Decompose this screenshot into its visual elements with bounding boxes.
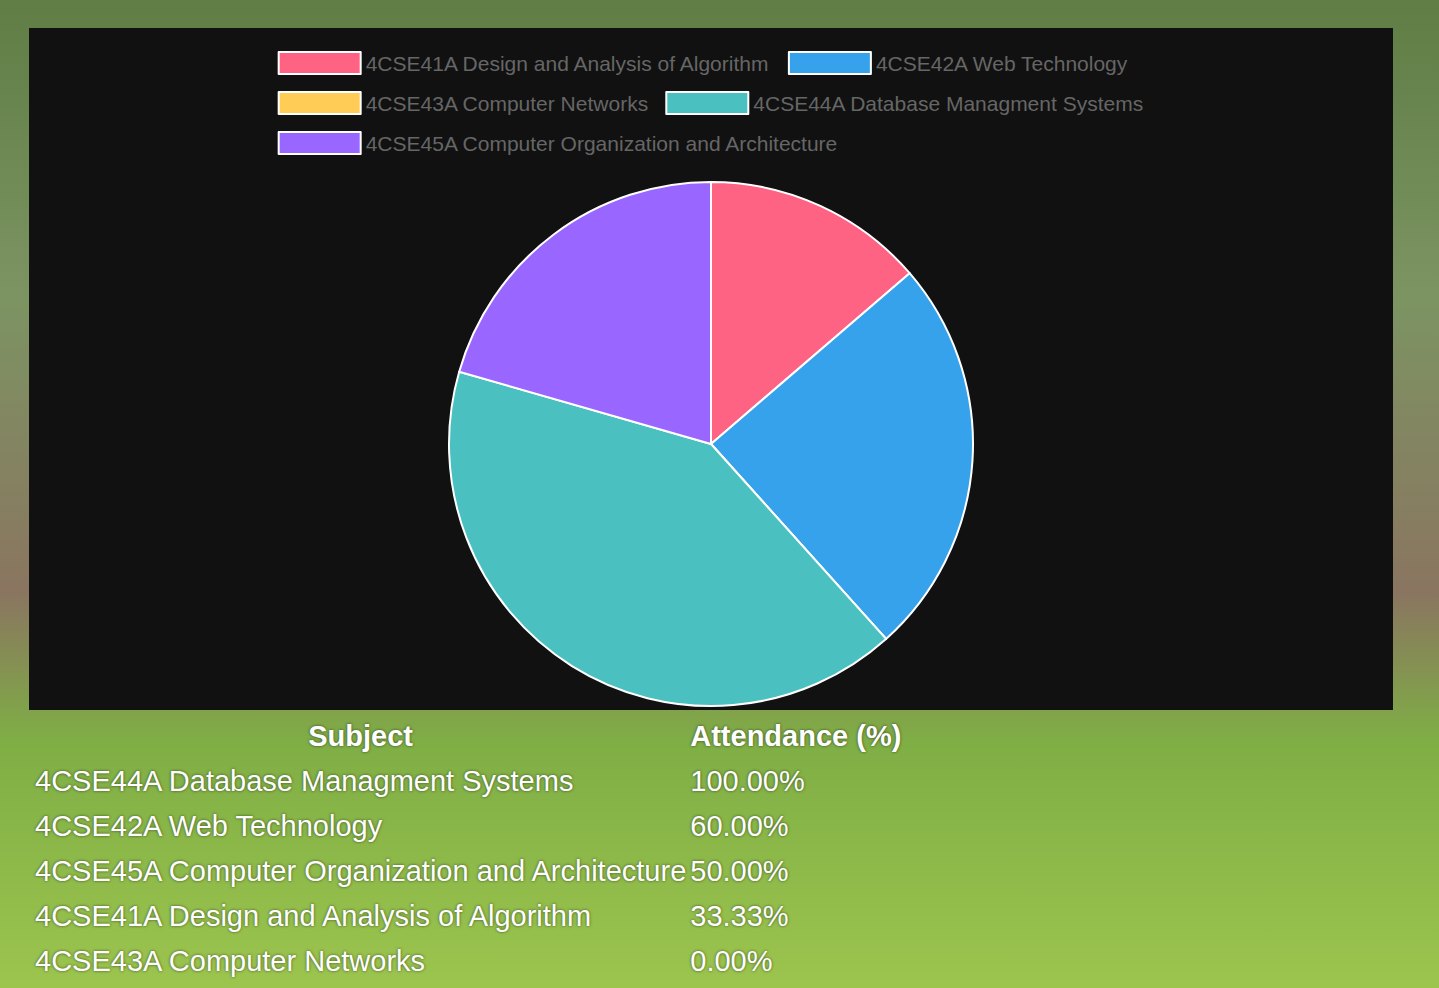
svg-text:4CSE44A Database Managment Sys: 4CSE44A Database Managment Systems	[753, 92, 1143, 115]
html-text:0.00%: 0.00%	[690, 945, 773, 977]
html-text:4CSE45A Computer Organization: 4CSE45A Computer Organization and Archit…	[35, 855, 789, 887]
svg-text:4CSE41A Design and Analysis of: 4CSE41A Design and Analysis of Algorithm	[366, 52, 769, 75]
html-text:4CSE42A Web Technology: 4CSE42A Web Technology	[35, 810, 383, 842]
svg-text:4CSE45A Computer Organization: 4CSE45A Computer Organization and Archit…	[366, 132, 838, 155]
html-text:4CSE44A Database Managment Sys: 4CSE44A Database Managment Systems	[35, 765, 574, 797]
html-text:60.00%: 60.00%	[690, 810, 789, 842]
svg-text:4CSE42A Web Technology: 4CSE42A Web Technology	[876, 52, 1128, 75]
html-text:33.33%: 33.33%	[690, 900, 789, 932]
svg-text:4CSE43A Computer Networks: 4CSE43A Computer Networks	[366, 92, 648, 115]
html-text:100.00%: 100.00%	[690, 765, 805, 797]
html-text:4CSE43A Computer Networks: 4CSE43A Computer Networks	[35, 945, 426, 977]
html-text:Attendance (%): Attendance (%)	[690, 719, 902, 752]
html-text:4CSE41A Design and Analysis of: 4CSE41A Design and Analysis of Algorithm	[35, 900, 592, 932]
html-text:Subject: Subject	[308, 719, 413, 752]
